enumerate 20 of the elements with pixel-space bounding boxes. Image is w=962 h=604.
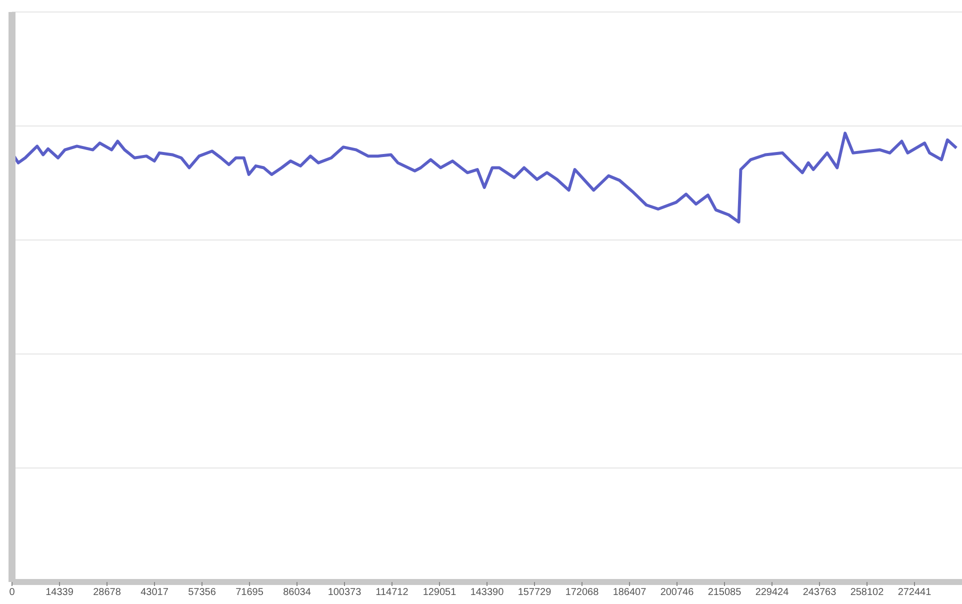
x-tick-label: 215085 [708, 587, 742, 598]
x-tick-label: 272441 [898, 587, 932, 598]
x-tick-label: 143390 [470, 587, 504, 598]
x-tick-label: 14339 [46, 587, 74, 598]
x-tick-label: 100373 [328, 587, 362, 598]
x-tick-label: 28678 [93, 587, 122, 598]
x-tick-label: 129051 [422, 587, 457, 598]
x-tick-label: 258102 [850, 587, 884, 598]
x-tick-label: 200746 [660, 587, 694, 598]
x-tick-label: 114712 [376, 587, 409, 598]
x-tick-label: 172068 [565, 587, 600, 598]
x-tick-label: 71695 [236, 587, 264, 598]
x-tick-label: 243763 [802, 587, 837, 598]
x-tick-label: 0 [9, 587, 16, 598]
x-tick-label: 86034 [283, 587, 312, 598]
x-tick-label: 157729 [518, 587, 552, 598]
x-tick-label: 43017 [140, 587, 169, 598]
x-tick-label: 186407 [612, 587, 647, 598]
x-tick-label: 57356 [188, 587, 216, 598]
x-tick-label: 229424 [755, 587, 790, 598]
